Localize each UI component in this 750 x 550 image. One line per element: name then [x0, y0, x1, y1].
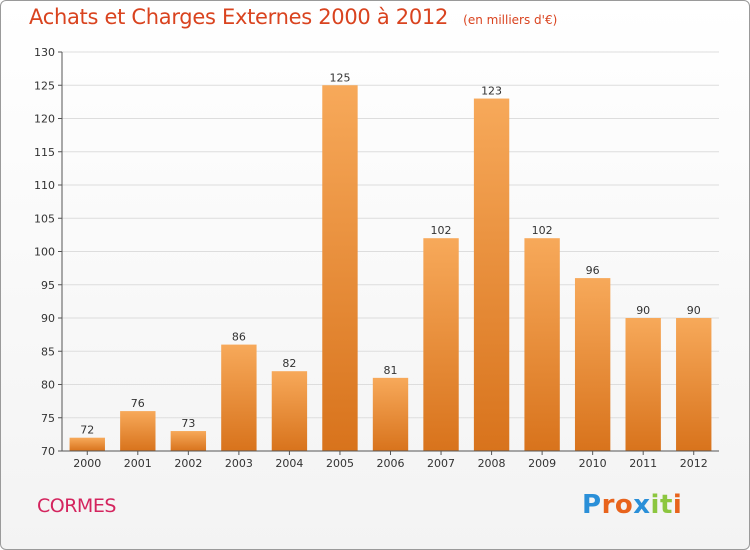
- logo-letter: o: [614, 490, 634, 520]
- y-tick-label: 110: [34, 179, 55, 192]
- data-label-2001: 76: [131, 397, 145, 410]
- x-tick-label-2011: 2011: [629, 457, 657, 470]
- y-tick-label: 100: [34, 246, 55, 259]
- x-tick-label-2006: 2006: [377, 457, 405, 470]
- bar-2001: [120, 411, 156, 451]
- logo-letter: t: [659, 490, 673, 520]
- title-row: Achats et Charges Externes 2000 à 2012 (…: [29, 5, 557, 29]
- chart-title: Achats et Charges Externes 2000 à 2012: [29, 5, 449, 29]
- y-tick-label: 95: [41, 279, 55, 292]
- x-tick-label-2004: 2004: [275, 457, 303, 470]
- proxiti-logo[interactable]: Proxiti: [582, 490, 682, 520]
- y-tick-label: 125: [34, 79, 55, 92]
- y-tick-label: 130: [34, 46, 55, 59]
- logo-letter: x: [633, 490, 651, 520]
- bar-2004: [271, 371, 308, 451]
- data-label-2000: 72: [80, 424, 94, 437]
- y-tick-label: 75: [41, 412, 55, 425]
- data-label-2008: 123: [481, 85, 502, 98]
- y-tick-label: 120: [34, 113, 55, 126]
- x-tick-label-2007: 2007: [427, 457, 455, 470]
- bar-2012: [676, 318, 712, 451]
- logo-letter: r: [601, 490, 615, 520]
- data-label-2009: 102: [532, 224, 553, 237]
- bar-2009: [524, 238, 560, 451]
- logo-letter: i: [672, 490, 683, 520]
- x-tick-label-2000: 2000: [73, 457, 101, 470]
- logo-letter: P: [582, 490, 602, 520]
- bar-2008: [473, 98, 510, 452]
- label-layer: 70 75 80 85 90 95 100 105 110 115 120 125 130 72 2000 7…: [34, 46, 708, 470]
- bar-2000: [69, 437, 105, 451]
- x-tick-label-2003: 2003: [225, 457, 253, 470]
- bar-2010: [574, 278, 611, 451]
- data-label-2004: 82: [282, 357, 296, 370]
- data-label-2007: 102: [431, 224, 452, 237]
- logo-letter: i: [650, 490, 660, 520]
- bar-2011: [625, 318, 661, 451]
- data-label-2003: 86: [232, 331, 246, 344]
- y-tick-label: 85: [41, 345, 55, 358]
- x-tick-label-2010: 2010: [579, 457, 607, 470]
- x-tick-label-2012: 2012: [680, 457, 708, 470]
- data-label-2002: 73: [181, 417, 195, 430]
- x-tick-label-2008: 2008: [478, 457, 506, 470]
- y-tick-label: 105: [34, 212, 55, 225]
- data-label-2006: 81: [384, 364, 398, 377]
- data-label-2010: 96: [586, 264, 600, 277]
- bar-2002: [170, 431, 207, 451]
- bar-2006: [372, 377, 409, 451]
- x-tick-label-2009: 2009: [528, 457, 556, 470]
- axis-layer: [58, 51, 719, 455]
- place-name: CORMES: [37, 495, 116, 517]
- data-label-2011: 90: [636, 304, 650, 317]
- x-tick-label-2002: 2002: [174, 457, 202, 470]
- data-label-2012: 90: [687, 304, 701, 317]
- y-tick-label: 90: [41, 312, 55, 325]
- chart-subtitle: (en milliers d'€): [463, 13, 558, 27]
- y-tick-label: 80: [41, 379, 55, 392]
- bar-2003: [221, 344, 257, 451]
- x-tick-label-2001: 2001: [124, 457, 152, 470]
- y-tick-label: 70: [41, 445, 55, 458]
- x-tick-label-2005: 2005: [326, 457, 354, 470]
- y-tick-label: 115: [34, 146, 55, 159]
- data-label-2005: 125: [329, 71, 350, 84]
- bar-2005: [322, 85, 358, 451]
- bar-2007: [423, 238, 459, 451]
- bar-layer: [69, 85, 712, 452]
